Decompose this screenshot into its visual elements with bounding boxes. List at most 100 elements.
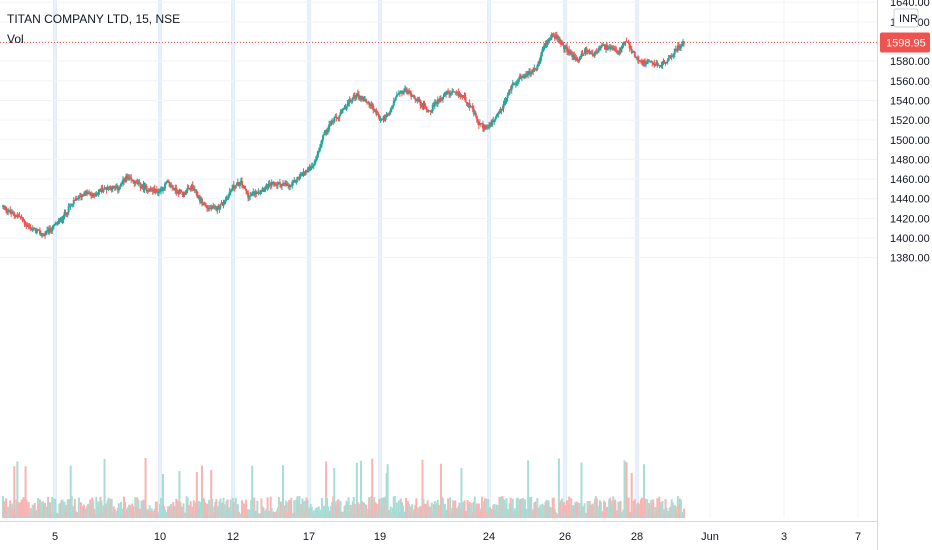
symbol-title[interactable]: TITAN COMPANY LTD, 15, NSE — [7, 12, 181, 26]
candle-body — [96, 194, 99, 196]
candle-body — [153, 188, 156, 194]
candle-body — [426, 109, 429, 112]
volume-bar — [84, 509, 87, 518]
volume-bar — [627, 497, 630, 518]
candle-body — [671, 55, 674, 57]
volume-bar — [262, 507, 265, 518]
volume-bar — [477, 503, 480, 518]
candle-body — [397, 92, 400, 95]
volume-bar — [425, 506, 428, 518]
candle-body — [277, 182, 280, 184]
volume-bar — [454, 500, 457, 518]
volume-bar — [37, 503, 40, 518]
volume-bars — [2, 457, 685, 518]
volume-bar — [675, 512, 678, 518]
volume-bar — [13, 466, 16, 518]
volume-bar — [669, 506, 672, 518]
candle-body — [187, 188, 190, 190]
candle-body — [576, 58, 579, 60]
volume-bar — [441, 498, 444, 518]
candle-body — [83, 195, 86, 197]
candle-body — [287, 184, 290, 186]
volume-bar — [561, 506, 564, 518]
time-axis[interactable]: 5 10 12 17 19 24 26 28 Jun 3 7 — [0, 521, 877, 550]
volume-bar — [614, 499, 617, 518]
volume-bar — [89, 499, 92, 518]
candle-body — [559, 43, 562, 45]
volume-bar — [399, 498, 402, 518]
candle-body — [649, 61, 652, 63]
price-axis[interactable]: 1380.00 1400.00 1420.00 1440.00 1460.00 1480.… — [877, 0, 932, 550]
volume-bar — [316, 509, 319, 518]
volume-bar — [152, 512, 155, 518]
candle-body — [140, 186, 143, 188]
volume-bar — [468, 501, 471, 518]
volume-bar — [46, 506, 49, 518]
candle-body — [18, 215, 21, 217]
volume-bar — [458, 502, 461, 518]
candle-body — [665, 62, 668, 64]
time-tick-label: 5 — [52, 531, 58, 543]
volume-bar — [376, 511, 379, 518]
candle-body — [109, 186, 112, 190]
candle-body — [177, 192, 180, 194]
volume-bar — [549, 507, 552, 518]
candle-body — [213, 206, 216, 208]
candle-body — [45, 231, 48, 236]
candle-body — [134, 180, 137, 184]
volume-bar — [87, 503, 90, 518]
candle-body — [35, 230, 38, 234]
candle-body — [130, 177, 133, 180]
candle-body — [460, 95, 463, 97]
candle-body — [572, 54, 575, 57]
time-tick-label: 10 — [154, 531, 166, 543]
candle-body — [176, 192, 179, 194]
candle-body — [107, 187, 110, 189]
candle-body — [454, 91, 457, 93]
candle-body — [543, 43, 546, 49]
volume-bar — [347, 497, 350, 518]
volume-bar — [433, 501, 436, 518]
volume-bar — [210, 469, 213, 518]
candle-body — [345, 106, 348, 110]
candle-body — [652, 62, 655, 64]
volume-bar — [365, 504, 368, 518]
candle-body — [498, 112, 501, 114]
candle-body — [288, 184, 291, 187]
volume-bar — [2, 496, 4, 518]
volume-bar — [367, 508, 370, 518]
candle-body — [418, 99, 421, 101]
candle-body — [453, 91, 456, 93]
volume-bar — [200, 465, 203, 518]
candle-body — [434, 102, 437, 105]
volume-bar — [392, 496, 395, 518]
volume-bar — [172, 502, 175, 518]
candle-body — [382, 116, 385, 120]
candle-body — [483, 125, 486, 129]
candle-body — [630, 49, 633, 53]
volume-bar — [107, 497, 110, 518]
volume-bar — [208, 499, 211, 518]
candle-body — [669, 55, 672, 57]
volume-label[interactable]: Vol — [7, 32, 24, 46]
volume-bar — [547, 500, 550, 518]
candle-body — [537, 62, 540, 66]
volume-bar — [43, 506, 46, 518]
candle-body — [144, 185, 147, 187]
volume-bar — [222, 497, 225, 518]
volume-bar — [553, 509, 556, 518]
candle-body — [106, 188, 109, 190]
volume-bar — [39, 501, 42, 518]
volume-bar — [541, 503, 544, 518]
volume-bar — [410, 506, 413, 518]
volume-bar — [565, 504, 568, 518]
candle-body — [249, 195, 252, 197]
candle-body — [289, 185, 292, 187]
candle-body — [505, 98, 508, 101]
volume-bar — [388, 512, 391, 518]
candle-body — [488, 124, 491, 127]
candle-body — [316, 151, 319, 158]
candle-body — [451, 91, 454, 93]
candle-body — [19, 216, 22, 218]
